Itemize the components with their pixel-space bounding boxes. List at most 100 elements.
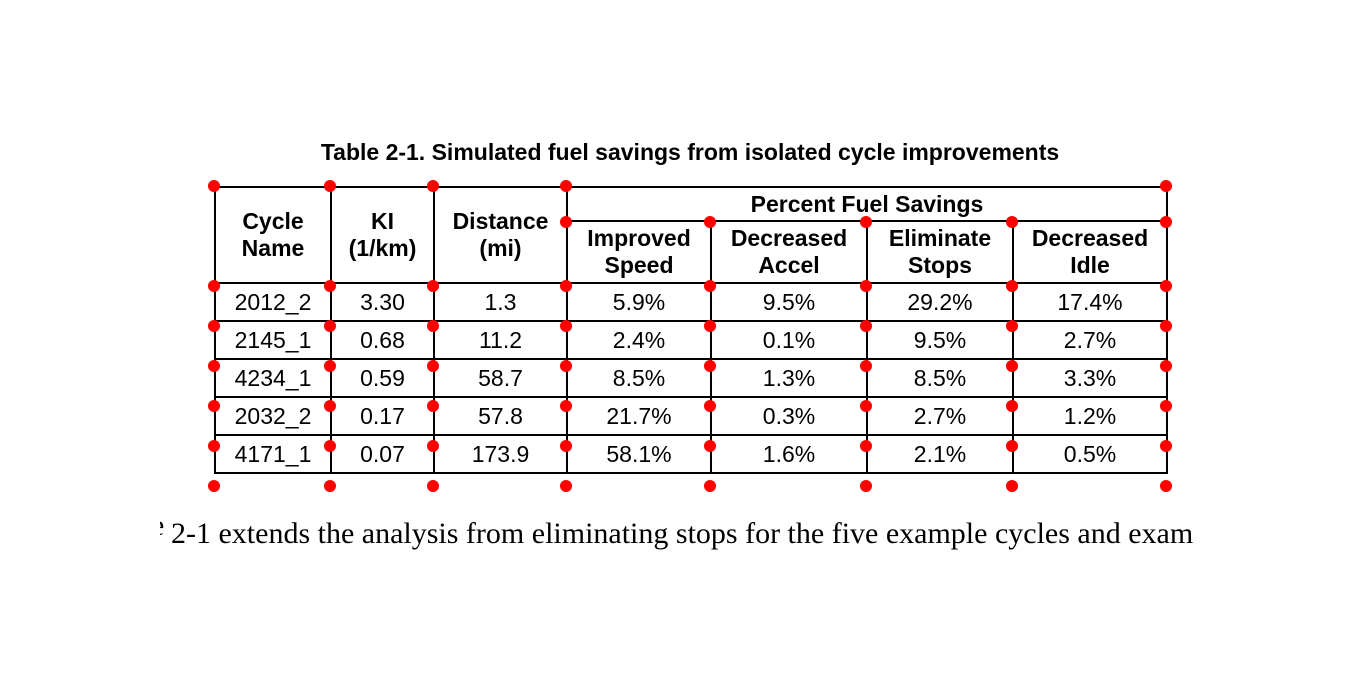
vertex-marker[interactable] [208, 180, 220, 192]
vertex-marker[interactable] [324, 320, 336, 332]
vertex-marker[interactable] [427, 400, 439, 412]
vertex-marker[interactable] [560, 216, 572, 228]
cell-eliminate-stops: 29.2% [866, 282, 1014, 322]
cell-distance: 173.9 [433, 434, 568, 474]
vertex-marker[interactable] [1006, 280, 1018, 292]
table-header-row: Cycle Name KI (1/km) Distance (mi) Perce… [214, 186, 1168, 284]
header-label-line: Improved [587, 225, 691, 251]
header-label-line: Accel [758, 252, 820, 278]
vertex-marker[interactable] [1160, 180, 1172, 192]
vertex-marker[interactable] [324, 400, 336, 412]
vertex-marker[interactable] [324, 480, 336, 492]
header-label-line: KI [371, 208, 394, 234]
vertex-marker[interactable] [1006, 216, 1018, 228]
cell-decreased-accel: 1.3% [710, 358, 868, 398]
vertex-marker[interactable] [1160, 440, 1172, 452]
vertex-marker[interactable] [860, 360, 872, 372]
vertex-marker[interactable] [704, 400, 716, 412]
vertex-marker[interactable] [208, 280, 220, 292]
vertex-marker[interactable] [427, 360, 439, 372]
vertex-marker[interactable] [1006, 480, 1018, 492]
vertex-marker[interactable] [324, 440, 336, 452]
vertex-marker[interactable] [208, 320, 220, 332]
vertex-marker[interactable] [704, 320, 716, 332]
vertex-marker[interactable] [324, 180, 336, 192]
cell-cycle-name: 2145_1 [214, 320, 332, 360]
vertex-marker[interactable] [427, 480, 439, 492]
fuel-savings-table: Cycle Name KI (1/km) Distance (mi) Perce… [214, 186, 1168, 474]
cell-cycle-name: 2032_2 [214, 396, 332, 436]
cell-improved-speed: 21.7% [566, 396, 712, 436]
table-row: 4234_1 0.59 58.7 8.5% 1.3% 8.5% 3.3% [214, 358, 1168, 398]
vertex-marker[interactable] [560, 400, 572, 412]
vertex-marker[interactable] [1160, 400, 1172, 412]
vertex-marker[interactable] [1006, 320, 1018, 332]
cell-ki: 0.07 [330, 434, 435, 474]
cell-decreased-accel: 0.3% [710, 396, 868, 436]
cell-eliminate-stops: 2.7% [866, 396, 1014, 436]
cell-ki: 0.68 [330, 320, 435, 360]
header-decreased-accel: Decreased Accel [710, 220, 868, 284]
vertex-marker[interactable] [860, 216, 872, 228]
header-improved-speed: Improved Speed [566, 220, 712, 284]
cell-cycle-name: 4171_1 [214, 434, 332, 474]
vertex-marker[interactable] [704, 280, 716, 292]
cell-ki: 3.30 [330, 282, 435, 322]
header-label-line: Distance [452, 208, 549, 234]
header-label-line: Idle [1070, 252, 1110, 278]
table-row: 2012_2 3.30 1.3 5.9% 9.5% 29.2% 17.4% [214, 282, 1168, 322]
vertex-marker[interactable] [1160, 360, 1172, 372]
vertex-marker[interactable] [560, 180, 572, 192]
vertex-marker[interactable] [208, 440, 220, 452]
header-label-line: (1/km) [348, 235, 417, 261]
cell-eliminate-stops: 8.5% [866, 358, 1014, 398]
cell-eliminate-stops: 9.5% [866, 320, 1014, 360]
table-subheader-row: Improved Speed Decreased Accel Eliminate… [215, 220, 1168, 284]
cell-cycle-name: 2012_2 [214, 282, 332, 322]
cell-improved-speed: 5.9% [566, 282, 712, 322]
header-decreased-idle: Decreased Idle [1012, 220, 1168, 284]
vertex-marker[interactable] [427, 280, 439, 292]
vertex-marker[interactable] [704, 216, 716, 228]
vertex-marker[interactable] [704, 480, 716, 492]
cell-cycle-name: 4234_1 [214, 358, 332, 398]
vertex-marker[interactable] [1160, 216, 1172, 228]
vertex-marker[interactable] [560, 480, 572, 492]
clipped-character: e [160, 509, 165, 543]
vertex-marker[interactable] [860, 400, 872, 412]
header-ki: KI (1/km) [330, 186, 435, 284]
header-cycle-name: Cycle Name [214, 186, 332, 284]
header-label-line: Speed [604, 252, 674, 278]
header-label-line: Cycle [242, 208, 304, 234]
cell-decreased-idle: 3.3% [1012, 358, 1168, 398]
vertex-marker[interactable] [324, 280, 336, 292]
vertex-marker[interactable] [860, 320, 872, 332]
vertex-marker[interactable] [208, 360, 220, 372]
vertex-marker[interactable] [1160, 280, 1172, 292]
vertex-marker[interactable] [560, 360, 572, 372]
vertex-marker[interactable] [560, 320, 572, 332]
vertex-marker[interactable] [1160, 480, 1172, 492]
vertex-marker[interactable] [1006, 400, 1018, 412]
vertex-marker[interactable] [427, 180, 439, 192]
vertex-marker[interactable] [208, 400, 220, 412]
cell-distance: 11.2 [433, 320, 568, 360]
vertex-marker[interactable] [860, 440, 872, 452]
vertex-marker[interactable] [860, 480, 872, 492]
vertex-marker[interactable] [560, 440, 572, 452]
vertex-marker[interactable] [427, 440, 439, 452]
header-label-line: Stops [908, 252, 972, 278]
vertex-marker[interactable] [704, 440, 716, 452]
vertex-marker[interactable] [208, 480, 220, 492]
header-label-line: Decreased [730, 225, 848, 251]
vertex-marker[interactable] [860, 280, 872, 292]
vertex-marker[interactable] [1006, 360, 1018, 372]
vertex-marker[interactable] [1160, 320, 1172, 332]
vertex-marker[interactable] [560, 280, 572, 292]
vertex-marker[interactable] [1006, 440, 1018, 452]
cell-ki: 0.59 [330, 358, 435, 398]
vertex-marker[interactable] [427, 320, 439, 332]
vertex-marker[interactable] [704, 360, 716, 372]
vertex-marker[interactable] [324, 360, 336, 372]
